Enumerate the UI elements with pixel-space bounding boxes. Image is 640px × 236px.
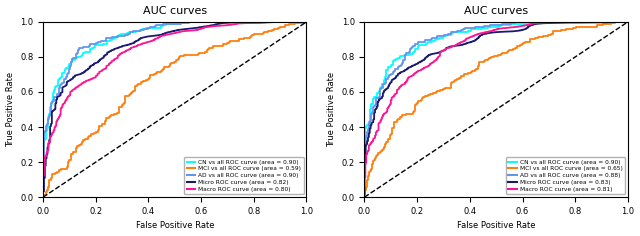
- Title: AUC curves: AUC curves: [464, 6, 528, 16]
- Y-axis label: True Positive Rate: True Positive Rate: [6, 72, 15, 147]
- X-axis label: False Positive Rate: False Positive Rate: [136, 221, 214, 230]
- X-axis label: False Positive Rate: False Positive Rate: [457, 221, 536, 230]
- Title: AUC curves: AUC curves: [143, 6, 207, 16]
- Legend: CN vs all ROC curve (area = 0.90), MCI vs all ROC curve (area = 0.59), AD vs all: CN vs all ROC curve (area = 0.90), MCI v…: [184, 157, 303, 194]
- Y-axis label: True Positive Rate: True Positive Rate: [327, 72, 336, 147]
- Legend: CN vs all ROC curve (area = 0.90), MCI vs all ROC curve (area = 0.65), AD vs all: CN vs all ROC curve (area = 0.90), MCI v…: [506, 157, 625, 194]
